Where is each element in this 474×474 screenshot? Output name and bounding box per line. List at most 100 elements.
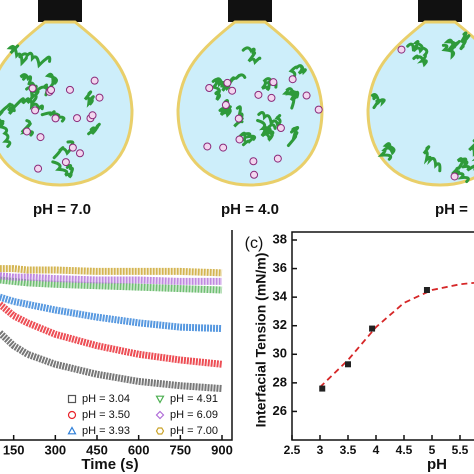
x-tick-label: 750 xyxy=(169,442,191,457)
axis-frame xyxy=(0,230,233,441)
series-line xyxy=(0,272,222,285)
ion xyxy=(73,114,82,123)
polymer-chain xyxy=(31,83,49,104)
legend-label: pH = 3.50 xyxy=(82,409,130,421)
x-tick-label: 150 xyxy=(3,442,25,457)
legend-label: pH = 3.04 xyxy=(82,393,130,405)
legend-marker xyxy=(155,427,165,435)
legend-marker xyxy=(155,395,165,404)
legend-marker xyxy=(67,426,77,435)
y-axis-label: Interfacial Tension (mN/m) xyxy=(253,253,269,428)
ion xyxy=(254,90,263,99)
ion xyxy=(36,133,45,142)
data-point xyxy=(345,361,351,368)
needle xyxy=(38,0,82,22)
ph-label: pH = 7.0 xyxy=(33,201,91,218)
ion xyxy=(219,143,228,152)
fit-line xyxy=(319,281,474,388)
x-tick-label: 300 xyxy=(44,442,66,457)
polymer-chain xyxy=(0,119,12,148)
polymer-chain xyxy=(0,102,16,117)
ion xyxy=(47,85,56,94)
polymer-chain xyxy=(282,87,297,110)
x-axis-label: Time (s) xyxy=(81,456,138,473)
polymer-chain xyxy=(468,143,474,162)
polymer-chain xyxy=(7,97,30,115)
ion xyxy=(68,143,77,152)
data-point xyxy=(423,287,430,293)
polymer-chain xyxy=(83,90,95,108)
ion xyxy=(302,91,311,100)
x-tick-label: 3.5 xyxy=(340,443,357,457)
polymer-chain xyxy=(218,105,232,118)
ion xyxy=(203,142,212,151)
legend-label: pH = 7.00 xyxy=(170,425,218,437)
polymer-chain xyxy=(236,131,257,147)
polymer-chain xyxy=(459,31,471,51)
ion xyxy=(249,157,258,166)
tension-chart: 26 28 30 32 34 36 38 2.5 3 3.5 4 4.5 5 5.5 (c) pH Interf… xyxy=(245,231,474,473)
x-tick-label: 5.5 xyxy=(452,443,469,457)
ion xyxy=(95,93,104,102)
y-tick-label: 32 xyxy=(273,317,287,332)
polymer-chain xyxy=(260,123,277,141)
legend-label: pH = 6.09 xyxy=(170,409,218,421)
y-tick-label: 28 xyxy=(273,374,287,389)
ion xyxy=(397,45,406,54)
polymer-chain xyxy=(18,51,52,69)
polymer-chain xyxy=(406,40,424,54)
ion xyxy=(273,154,282,163)
polymer-chain xyxy=(241,46,262,66)
ion xyxy=(223,78,232,87)
time-chart: 150 300 450 600 750 900 Time (s) pH = 3.04 pH = … xyxy=(0,230,233,473)
polymer-chain xyxy=(450,166,470,184)
ion xyxy=(250,170,259,179)
x-tick-label: 5 xyxy=(429,443,436,457)
ion xyxy=(205,83,214,92)
y-tick-label: 38 xyxy=(273,231,287,246)
ion xyxy=(22,127,31,136)
polymer-chain xyxy=(6,44,28,67)
y-tick-label: 36 xyxy=(273,260,287,275)
polymer-chain xyxy=(422,145,442,173)
ion xyxy=(75,149,84,158)
x-tick-label: 4 xyxy=(373,443,380,457)
series-line xyxy=(0,265,223,277)
needle xyxy=(228,0,272,22)
ion xyxy=(61,158,70,167)
polymer-chain xyxy=(412,46,429,68)
polymer-chain xyxy=(461,164,474,172)
y-tick-label: 26 xyxy=(273,403,287,418)
series-line xyxy=(0,301,223,368)
ph-label: pH = xyxy=(435,201,468,218)
polymer-chain xyxy=(286,126,300,147)
polymer-chain xyxy=(257,111,282,129)
ion xyxy=(51,114,60,123)
x-tick-label: 900 xyxy=(211,442,233,457)
polymer-chain xyxy=(443,38,461,52)
ion xyxy=(269,78,278,87)
ion xyxy=(221,101,230,110)
legend-marker xyxy=(67,410,77,420)
needle xyxy=(418,0,462,22)
polymer-chain xyxy=(288,64,307,80)
panel-label: (c) xyxy=(245,235,264,252)
y-tick-label: 30 xyxy=(273,346,287,361)
ion xyxy=(288,75,297,84)
ion xyxy=(314,105,323,114)
ion xyxy=(90,76,99,85)
ion xyxy=(65,85,74,94)
x-tick-label: 2.5 xyxy=(284,443,301,457)
ph-label: pH = 4.0 xyxy=(221,201,279,218)
x-tick-label: 450 xyxy=(86,442,108,457)
y-tick-label: 34 xyxy=(273,289,288,304)
legend-marker xyxy=(67,394,77,404)
x-tick-label: 3 xyxy=(317,443,324,457)
legend-marker xyxy=(155,410,165,420)
axis-frame xyxy=(291,231,474,441)
plot-area xyxy=(0,265,223,393)
x-axis-label: pH xyxy=(427,456,447,473)
series-line xyxy=(0,293,223,333)
legend-label: pH = 3.93 xyxy=(82,425,130,437)
